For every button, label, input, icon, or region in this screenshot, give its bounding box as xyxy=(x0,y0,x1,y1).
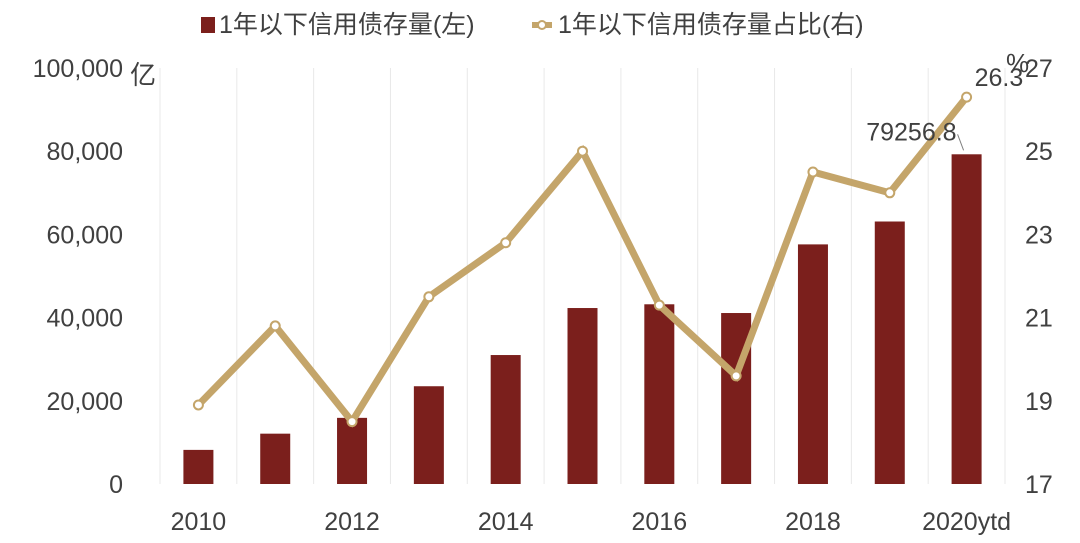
legend-line-label: 1年以下信用债存量占比(右) xyxy=(558,11,864,39)
legend: 1年以下信用债存量(左) 1年以下信用债存量占比(右) xyxy=(201,11,864,39)
bar-2015 xyxy=(567,308,598,484)
bar-2012 xyxy=(337,417,368,484)
ratio-point-2018 xyxy=(807,166,819,178)
bar-2020ytd xyxy=(951,154,982,484)
ratio-point-2010 xyxy=(192,399,204,411)
bars xyxy=(183,154,982,484)
ratio-point-2017 xyxy=(730,370,742,382)
y-right-tick: 19 xyxy=(1025,388,1053,416)
y-left-axis: 0 20,000 40,000 60,000 80,000 100,000 xyxy=(33,55,123,499)
x-tick: 2020ytd xyxy=(922,508,1011,536)
bar-2016 xyxy=(644,304,675,484)
ratio-point-2011 xyxy=(269,320,281,332)
ratio-point-2012 xyxy=(346,416,358,428)
bar-2011 xyxy=(260,433,291,484)
y-left-tick: 100,000 xyxy=(33,55,123,83)
y-left-tick: 80,000 xyxy=(47,138,123,166)
x-tick: 2012 xyxy=(324,508,380,536)
y-right-tick: 25 xyxy=(1025,138,1053,166)
y-right-tick: 17 xyxy=(1025,471,1053,499)
legend-bar-label: 1年以下信用债存量(左) xyxy=(219,11,475,39)
x-tick: 2016 xyxy=(632,508,688,536)
y-left-tick: 60,000 xyxy=(47,221,123,249)
bar-2019 xyxy=(874,221,905,484)
ratio-point-2014 xyxy=(500,237,512,249)
bar-2018 xyxy=(797,244,828,484)
bar-2010 xyxy=(183,449,214,484)
y-right-tick: 23 xyxy=(1025,221,1053,249)
ratio-point-2019 xyxy=(884,187,896,199)
y-left-tick: 40,000 xyxy=(47,305,123,333)
ratio-line xyxy=(192,91,973,428)
bar-2013 xyxy=(413,386,444,484)
legend-bar-swatch xyxy=(201,17,215,33)
y-left-tick: 0 xyxy=(109,471,123,499)
ratio-point-2020ytd xyxy=(961,91,973,103)
ratio-point-2013 xyxy=(423,291,435,303)
y-right-unit: % xyxy=(1006,48,1029,78)
x-tick: 2014 xyxy=(478,508,534,536)
x-tick: 2010 xyxy=(171,508,227,536)
y-right-tick: 27 xyxy=(1025,55,1053,83)
ratio-point-2016 xyxy=(653,299,665,311)
data-labels: 79256.8 26.3 xyxy=(866,64,1024,151)
bar-2014 xyxy=(490,355,521,484)
legend-line-marker xyxy=(537,20,547,30)
y-right-tick: 21 xyxy=(1025,305,1053,333)
y-left-tick: 20,000 xyxy=(47,388,123,416)
line-data-label: 26.3 xyxy=(975,64,1024,92)
bar-label-leader xyxy=(957,134,965,151)
y-right-axis: 17 19 21 23 25 27 xyxy=(1025,55,1053,499)
x-axis: 2010 2012 2014 2016 2018 2020ytd xyxy=(171,508,1011,536)
ratio-point-2015 xyxy=(577,145,588,157)
x-tick: 2018 xyxy=(785,508,841,536)
bar-data-label: 79256.8 xyxy=(866,118,956,146)
y-left-unit: 亿 xyxy=(130,60,156,90)
